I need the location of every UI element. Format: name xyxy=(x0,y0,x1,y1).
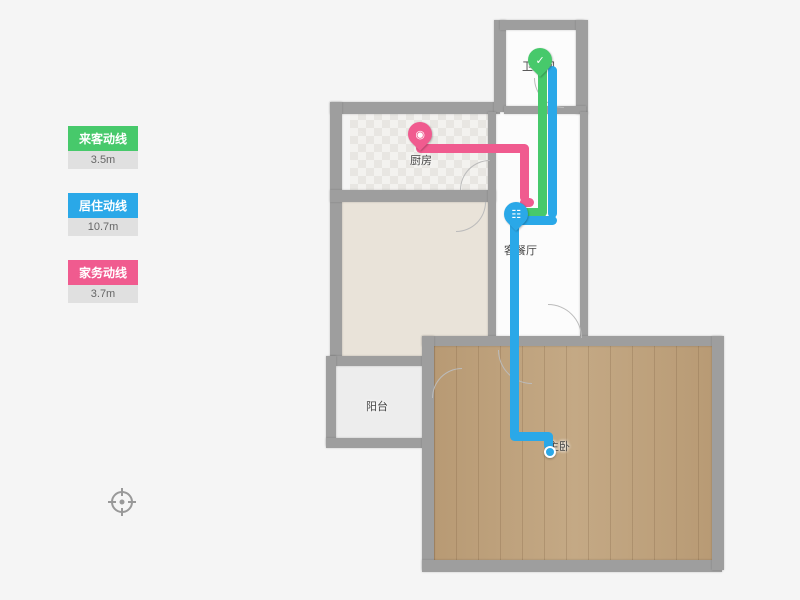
legend-value: 10.7m xyxy=(68,218,138,236)
pin-bathroom-icon: ✓ xyxy=(528,48,552,78)
wall xyxy=(326,356,336,446)
wall xyxy=(326,438,430,448)
path-blue xyxy=(548,66,557,218)
room-label: 阳台 xyxy=(366,398,388,414)
room-balcony: 阳台 xyxy=(336,364,426,440)
legend: 来客动线 3.5m 居住动线 10.7m 家务动线 3.7m xyxy=(68,126,138,327)
room-label: 厨房 xyxy=(410,152,432,168)
path-pink xyxy=(520,144,529,202)
room-label: 客餐厅 xyxy=(504,242,537,258)
compass-icon xyxy=(108,488,136,521)
wall xyxy=(712,336,724,570)
path-blue xyxy=(510,216,519,440)
legend-item-guest: 来客动线 3.5m xyxy=(68,126,138,169)
wall xyxy=(500,20,584,30)
legend-label: 来客动线 xyxy=(68,126,138,151)
wall xyxy=(576,20,588,114)
floorplan: 卫生间 厨房 客餐厅 阳台 主卧 ◉✓☷ xyxy=(300,20,730,580)
wall xyxy=(330,190,496,202)
wall xyxy=(330,102,500,114)
legend-label: 居住动线 xyxy=(68,193,138,218)
path-pink xyxy=(416,144,528,153)
legend-item-chore: 家务动线 3.7m xyxy=(68,260,138,303)
wall xyxy=(422,560,722,572)
room-bedroom: 主卧 xyxy=(434,342,716,564)
pin-living-icon: ☷ xyxy=(504,202,528,232)
legend-item-living: 居住动线 10.7m xyxy=(68,193,138,236)
wall xyxy=(422,336,434,570)
legend-label: 家务动线 xyxy=(68,260,138,285)
legend-value: 3.5m xyxy=(68,151,138,169)
wall xyxy=(494,20,506,112)
wall xyxy=(330,102,342,364)
wall xyxy=(580,112,588,336)
pin-kitchen-icon: ◉ xyxy=(408,122,432,152)
legend-value: 3.7m xyxy=(68,285,138,303)
path-green xyxy=(538,66,547,216)
wall xyxy=(330,356,430,366)
dot-bedroom-icon xyxy=(544,446,556,458)
